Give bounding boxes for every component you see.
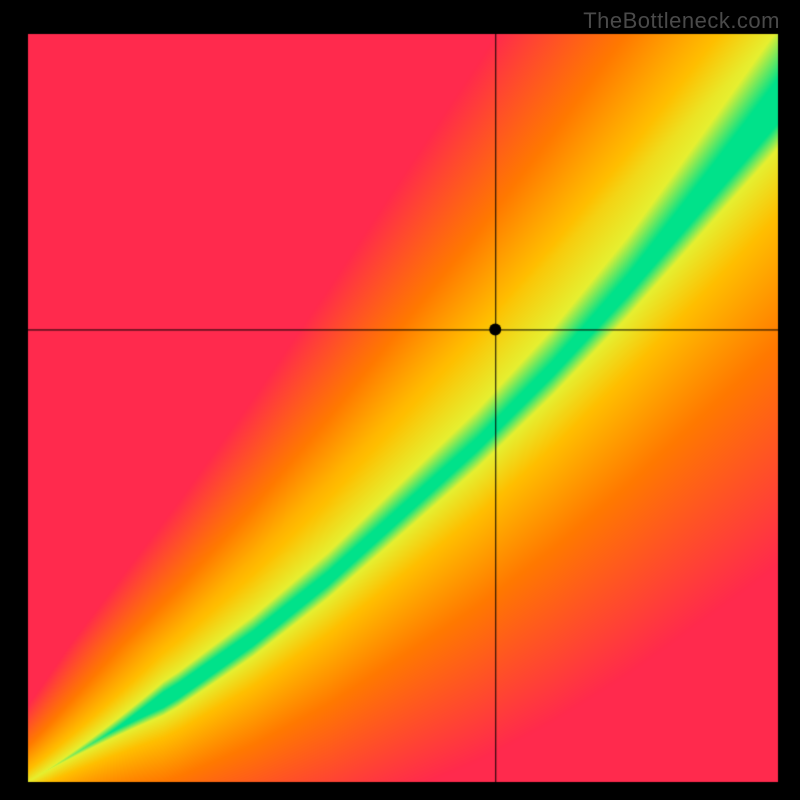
chart-container: TheBottleneck.com (0, 0, 800, 800)
heatmap-canvas (0, 0, 800, 800)
watermark-text: TheBottleneck.com (583, 8, 780, 34)
